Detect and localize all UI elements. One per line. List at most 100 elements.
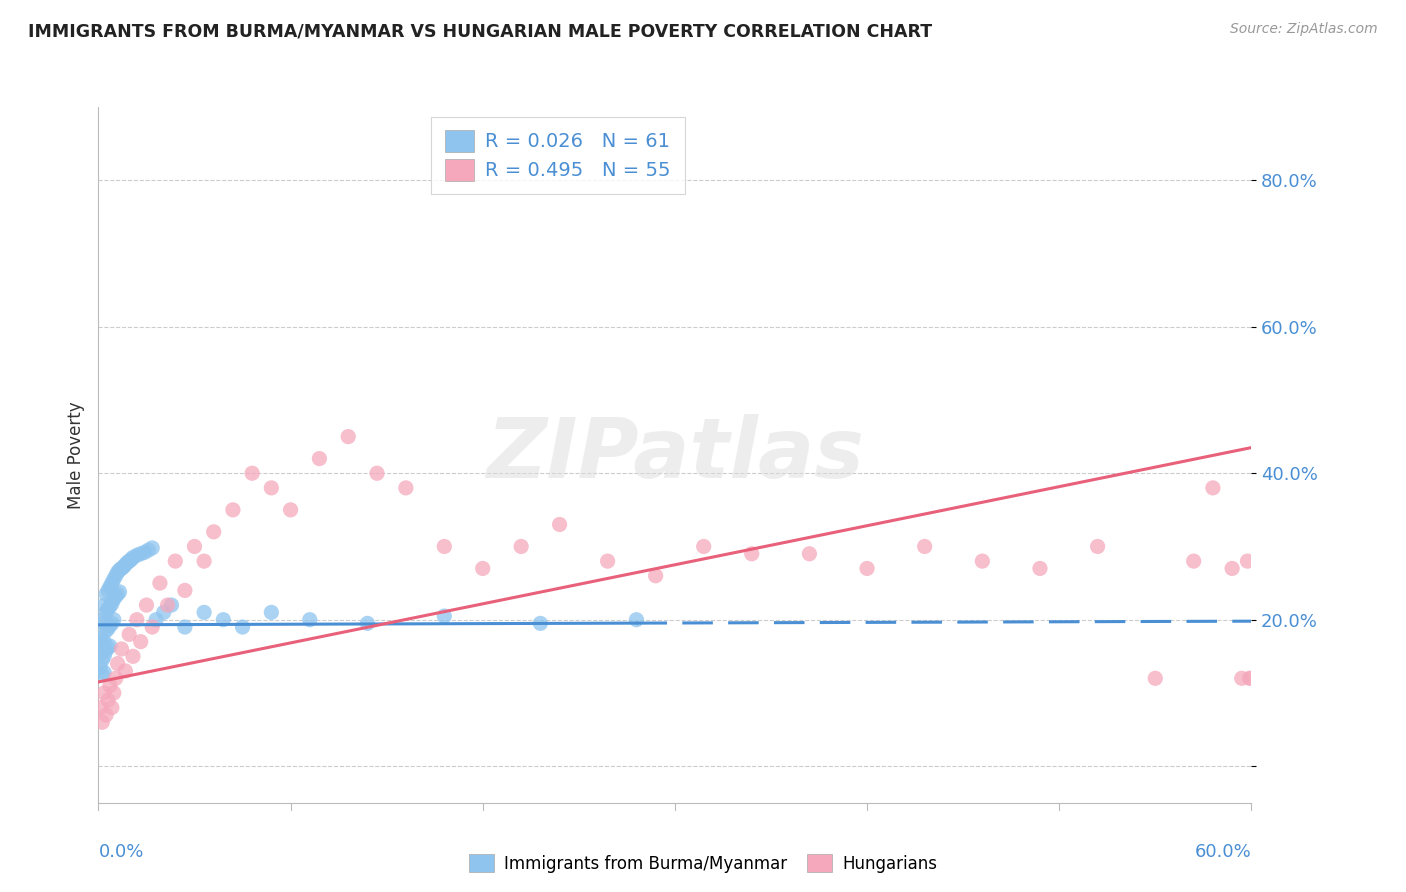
Point <box>104 568 127 582</box>
Point <box>101 616 124 631</box>
Point <box>1029 561 1052 575</box>
Point <box>97 693 120 707</box>
Point <box>98 679 121 693</box>
Legend: Immigrants from Burma/Myanmar, Hungarians: Immigrants from Burma/Myanmar, Hungarian… <box>463 847 943 880</box>
Point <box>93 665 115 680</box>
Point <box>110 642 132 657</box>
Point <box>94 606 117 620</box>
Point <box>117 556 138 570</box>
Point <box>972 554 994 568</box>
Point <box>308 451 330 466</box>
Point <box>856 561 879 575</box>
Point <box>138 543 160 558</box>
Point <box>471 561 494 575</box>
Point <box>298 613 321 627</box>
Point <box>141 541 163 555</box>
Point <box>141 620 163 634</box>
Point <box>94 707 117 722</box>
Point <box>129 634 152 648</box>
Point <box>125 613 148 627</box>
Point <box>97 622 120 636</box>
Point <box>433 540 456 554</box>
Point <box>107 657 129 671</box>
Point <box>118 627 141 641</box>
Point <box>93 686 115 700</box>
Point <box>156 598 179 612</box>
Point <box>101 700 124 714</box>
Point <box>91 634 114 648</box>
Point <box>93 649 115 664</box>
Point <box>110 561 132 575</box>
Point <box>91 715 114 730</box>
Point <box>97 640 120 655</box>
Point <box>160 598 183 612</box>
Point <box>626 613 648 627</box>
Point <box>280 503 302 517</box>
Point <box>193 554 215 568</box>
Point <box>644 568 666 582</box>
Point <box>103 613 125 627</box>
Point <box>395 481 418 495</box>
Point <box>104 671 127 685</box>
Point <box>135 598 157 612</box>
Point <box>112 560 135 574</box>
Point <box>529 616 551 631</box>
Point <box>97 601 120 615</box>
Point <box>596 554 619 568</box>
Text: 0.0%: 0.0% <box>98 843 143 861</box>
Text: ZIPatlas: ZIPatlas <box>486 415 863 495</box>
Legend: R = 0.026   N = 61, R = 0.495   N = 55: R = 0.026 N = 61, R = 0.495 N = 55 <box>432 117 685 194</box>
Point <box>125 548 148 562</box>
Point <box>1220 561 1243 575</box>
Point <box>103 686 125 700</box>
Point <box>222 503 245 517</box>
Point <box>97 583 120 598</box>
Point <box>1087 540 1109 554</box>
Point <box>93 598 115 612</box>
Point <box>89 700 111 714</box>
Point <box>212 613 235 627</box>
Point <box>89 631 111 645</box>
Point <box>91 613 114 627</box>
Point <box>93 616 115 631</box>
Point <box>93 634 115 648</box>
Point <box>120 552 142 566</box>
Point <box>433 609 456 624</box>
Point <box>98 639 121 653</box>
Point <box>548 517 571 532</box>
Point <box>118 554 141 568</box>
Point <box>104 589 127 603</box>
Point <box>1236 554 1258 568</box>
Point <box>1202 481 1225 495</box>
Point <box>101 597 124 611</box>
Point <box>91 653 114 667</box>
Point <box>114 558 136 572</box>
Point <box>114 664 136 678</box>
Point <box>799 547 821 561</box>
Point <box>122 649 145 664</box>
Point <box>108 585 131 599</box>
Point <box>260 606 283 620</box>
Point <box>122 550 145 565</box>
Point <box>1230 671 1253 685</box>
Point <box>134 545 156 559</box>
Point <box>174 583 197 598</box>
Point <box>1144 671 1167 685</box>
Point <box>741 547 763 561</box>
Point <box>98 599 121 614</box>
Point <box>1240 671 1263 685</box>
Point <box>107 565 129 579</box>
Point <box>108 563 131 577</box>
Point <box>89 660 111 674</box>
Point <box>1239 671 1261 685</box>
Point <box>101 576 124 591</box>
Point <box>129 547 152 561</box>
Text: 60.0%: 60.0% <box>1195 843 1251 861</box>
Text: IMMIGRANTS FROM BURMA/MYANMAR VS HUNGARIAN MALE POVERTY CORRELATION CHART: IMMIGRANTS FROM BURMA/MYANMAR VS HUNGARI… <box>28 22 932 40</box>
Point <box>149 576 172 591</box>
Point <box>914 540 936 554</box>
Point <box>103 573 125 587</box>
Point <box>510 540 533 554</box>
Point <box>98 580 121 594</box>
Point <box>183 540 205 554</box>
